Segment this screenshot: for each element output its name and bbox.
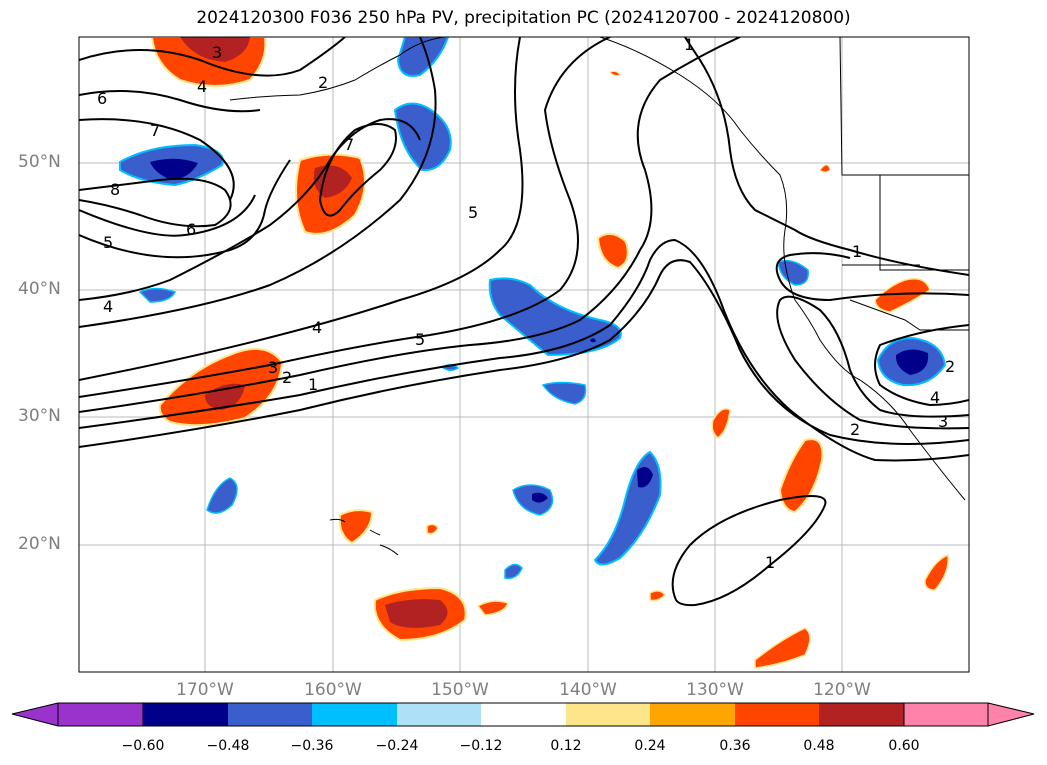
colorbar-tick-label: −0.36 [290,738,334,754]
pv-contours [79,37,969,607]
contour-label: 1 [308,375,318,394]
contour-label: 2 [850,420,860,439]
contour-label: 1 [765,553,775,572]
colorbar-segment [143,703,228,726]
colorbar-tick-label: −0.12 [459,738,503,754]
contour-label: 8 [110,180,120,199]
contour-label: 6 [186,220,196,239]
contour-label: 4 [197,77,207,96]
contour-label: 5 [103,233,113,252]
contour-label: 6 [97,89,107,108]
contour-label: 3 [938,412,948,431]
colorbar-tick-label: 0.48 [803,738,835,754]
contour-label: 4 [103,297,113,316]
colorbar-segment [819,703,904,726]
colorbar-segment [397,703,481,726]
colorbar-tick-label: −0.24 [375,738,419,754]
contour-label: 5 [415,330,425,349]
colorbar-segment [481,703,566,726]
contour-label: 4 [312,318,322,337]
contour-label: 7 [150,121,160,140]
contour-label: 7 [344,135,354,154]
colorbar-tick-label: 0.60 [888,738,920,754]
colorbar [11,702,1035,727]
contour-label: 1 [852,242,862,261]
lat-label: 20°N [18,534,61,554]
pv-contour-closed [318,123,397,217]
map-title: 2024120300 F036 250 hPa PV, precipitatio… [196,8,851,28]
colorbar-tick-label: 0.24 [634,738,666,754]
lon-label: 120°W [813,680,871,700]
colorbar-extend-low [11,702,144,727]
coastlines [229,37,969,556]
contour-label: 4 [930,388,940,407]
contour-label: 5 [468,203,478,222]
colorbar-tick-label: 0.36 [719,738,751,754]
colorbar-segment [566,703,650,726]
contour-label: 1 [684,35,694,54]
lat-label: 30°N [18,406,61,426]
lon-label: 150°W [431,680,489,700]
lon-label: 170°W [176,680,234,700]
lon-label: 130°W [686,680,744,700]
colorbar-tick-label: 0.12 [550,738,582,754]
colorbar-segment [735,703,819,726]
map-frame [78,36,970,673]
contour-label: 2 [945,357,955,376]
lat-label: 50°N [18,152,61,172]
lon-label: 140°W [559,680,617,700]
colorbar-tick-label: −0.60 [121,738,165,754]
lat-label: 40°N [18,279,61,299]
contour-label: 2 [282,368,292,387]
colorbar-segment [312,703,397,726]
colorbar-extend-high [903,702,1035,727]
lon-label: 160°W [304,680,362,700]
contour-label: 3 [212,43,222,62]
colorbar-segment [228,703,312,726]
colorbar-segment [650,703,735,726]
negative-precip-areas [119,37,947,580]
colorbar-tick-label: −0.48 [206,738,250,754]
contour-label: 3 [268,358,278,377]
contour-labels: 3 4 2 5 6 7 8 6 5 4 7 5 4 3 2 1 1 2 3 4 … [97,35,955,572]
contour-label: 2 [318,73,328,92]
